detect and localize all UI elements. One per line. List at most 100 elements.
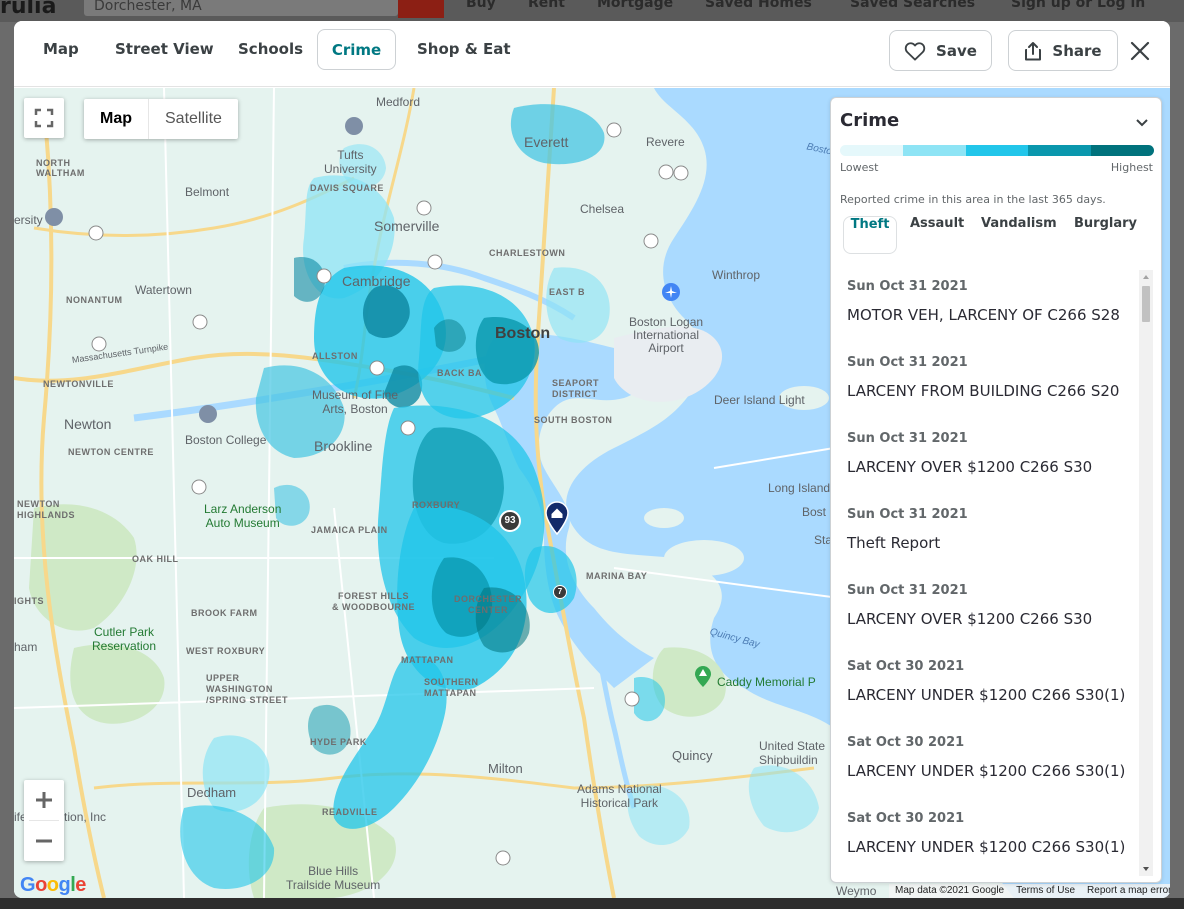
crime-list[interactable]: Sun Oct 31 2021 MOTOR VEH, LARCENY OF C2… xyxy=(831,270,1137,874)
cluster-count: 93 xyxy=(504,515,516,526)
label-north-waltham: NORTH WALTHAM xyxy=(36,158,85,178)
zoom-out-button[interactable] xyxy=(24,821,64,861)
label-long-island: Long Island xyxy=(768,481,831,495)
legend-segment xyxy=(840,145,903,156)
google-logo[interactable]: Google xyxy=(20,874,86,896)
tab-assault[interactable]: Assault xyxy=(910,216,965,231)
save-label: Save xyxy=(936,41,977,60)
scroll-down-arrow-icon[interactable] xyxy=(1142,865,1150,873)
label-jamaica-plain: JAMAICA PLAIN xyxy=(311,525,388,535)
crime-panel-title: Crime xyxy=(840,110,900,131)
home-location-pin-icon[interactable] xyxy=(544,501,570,535)
nav-mortgage: Mortgage xyxy=(597,0,674,11)
zoom-in-button[interactable] xyxy=(24,780,64,820)
label-southern-mattapan: SOUTHERN MATTAPAN xyxy=(424,677,479,698)
label-deer-island: Deer Island Light xyxy=(714,393,805,407)
report-map-error-link[interactable]: Report a map error xyxy=(1087,885,1170,896)
crime-description: LARCENY OVER $1200 C266 S30 xyxy=(847,458,1093,476)
fullscreen-button[interactable] xyxy=(24,98,64,138)
tab-vandalism[interactable]: Vandalism xyxy=(981,216,1057,231)
close-button[interactable] xyxy=(1126,37,1154,65)
map-type-map-button[interactable]: Map xyxy=(84,99,149,139)
label-nonantum: NONANTUM xyxy=(66,295,123,305)
label-readville: READVILLE xyxy=(322,807,378,817)
label-roxbury: ROXBURY xyxy=(412,500,461,510)
crime-description: LARCENY UNDER $1200 C266 S30(1) xyxy=(847,686,1126,704)
label-brookline: Brookline xyxy=(314,438,373,454)
label-blue-hills: Blue Hills Trailside Museum xyxy=(286,864,381,892)
label-east-boston: EAST B xyxy=(549,287,586,297)
label-larz-anderson: Larz Anderson Auto Museum xyxy=(204,502,282,530)
tab-street-view[interactable]: Street View xyxy=(115,40,214,58)
crime-date: Sat Oct 30 2021 xyxy=(847,811,965,826)
label-revere: Revere xyxy=(646,135,685,149)
crime-description: LARCENY OVER $1200 C266 S30 xyxy=(847,610,1093,628)
legend-lowest-label: Lowest xyxy=(840,161,879,174)
crime-date: Sat Oct 30 2021 xyxy=(847,659,965,674)
tab-theft[interactable]: Theft xyxy=(843,216,897,254)
terms-of-use-link[interactable]: Terms of Use xyxy=(1016,885,1076,896)
map-type-control: Map Satellite xyxy=(84,99,238,139)
label-belmont: Belmont xyxy=(185,185,230,199)
label-cutler-park: Cutler Park Reservation xyxy=(92,625,157,653)
list-item: Sun Oct 31 2021 Theft Report xyxy=(847,507,1137,552)
legend-segment xyxy=(965,145,1029,156)
crime-description: Theft Report xyxy=(847,534,941,552)
label-ersity: ersity xyxy=(14,213,43,227)
share-icon xyxy=(1025,41,1042,60)
label-weymouth: Weymo xyxy=(836,884,877,898)
tab-burglary[interactable]: Burglary xyxy=(1074,216,1137,231)
list-item: Sun Oct 31 2021 LARCENY OVER $1200 C266 … xyxy=(847,583,1137,628)
legend-segment xyxy=(1028,145,1092,156)
label-dorchester-center: DORCHESTER CENTER xyxy=(454,594,523,615)
crime-list-scrollbar[interactable] xyxy=(1139,270,1153,876)
cluster-count-small: 7 xyxy=(557,587,563,596)
cluster-marker-large[interactable]: 93 xyxy=(499,510,521,532)
label-logan-airport: Boston Logan International Airport xyxy=(629,315,704,355)
tab-crime[interactable]: Crime xyxy=(317,29,396,70)
map-modal: Map Street View Schools Crime Shop & Eat… xyxy=(14,21,1170,898)
tab-schools[interactable]: Schools xyxy=(238,40,304,58)
crime-heat-overlay xyxy=(180,104,819,889)
map-type-satellite-button[interactable]: Satellite xyxy=(165,110,222,127)
scroll-thumb[interactable] xyxy=(1142,286,1150,322)
label-adams-park: Adams National Historical Park xyxy=(577,782,662,810)
chevron-down-icon[interactable] xyxy=(1135,118,1149,127)
zoom-divider xyxy=(29,820,59,821)
list-item: Sat Oct 30 2021 LARCENY UNDER $1200 C266… xyxy=(847,735,1137,780)
tab-shop-eat[interactable]: Shop & Eat xyxy=(417,40,511,58)
crime-description: MOTOR VEH, LARCENY OF C266 S28 xyxy=(847,306,1120,324)
label-newton-highlands: NEWTON HIGHLANDS xyxy=(17,499,75,520)
label-cambridge: Cambridge xyxy=(342,273,411,289)
label-hyde-park: HYDE PARK xyxy=(310,737,367,747)
label-seaport: SEAPORT DISTRICT xyxy=(552,378,600,399)
cluster-marker-small[interactable]: 7 xyxy=(553,585,567,599)
tab-map[interactable]: Map xyxy=(43,40,79,58)
label-dedham: Dedham xyxy=(187,785,237,800)
list-item: Sat Oct 30 2021 LARCENY UNDER $1200 C266… xyxy=(847,659,1137,704)
label-winthrop: Winthrop xyxy=(712,268,761,282)
label-forest-hills: FOREST HILLS & WOODBOURNE xyxy=(332,591,415,612)
label-ham: ham xyxy=(14,640,38,654)
label-oak-hill: OAK HILL xyxy=(132,554,179,564)
label-quincy: Quincy xyxy=(672,748,713,763)
save-button[interactable]: Save xyxy=(889,30,992,71)
label-back-bay: BACK BA xyxy=(437,368,482,378)
crime-date: Sun Oct 31 2021 xyxy=(847,583,968,598)
crime-description: LARCENY FROM BUILDING C266 S20 xyxy=(847,382,1120,400)
scroll-up-arrow-icon[interactable] xyxy=(1142,273,1150,281)
background-footer xyxy=(0,898,1184,909)
background-header: rulia Dorchester, MA Buy Rent Mortgage S… xyxy=(0,0,1184,22)
crime-map[interactable]: Medford NORTH WALTHAM Tufts University E… xyxy=(14,88,1170,898)
plus-icon xyxy=(36,792,52,808)
share-button[interactable]: Share xyxy=(1008,30,1118,71)
background-search-input: Dorchester, MA xyxy=(84,0,398,16)
modal-header: Map Street View Schools Crime Shop & Eat… xyxy=(14,21,1170,87)
nav-saved-homes: Saved Homes xyxy=(705,0,812,11)
map-attribution: Map data ©2021 Google Terms of Use Repor… xyxy=(889,884,1170,898)
nav-sign-up: Sign up or Log in xyxy=(1011,0,1146,11)
heart-icon xyxy=(904,41,926,61)
label-west-roxbury: WEST ROXBURY xyxy=(186,646,266,656)
nav-buy: Buy xyxy=(466,0,496,11)
fullscreen-icon xyxy=(34,108,54,128)
